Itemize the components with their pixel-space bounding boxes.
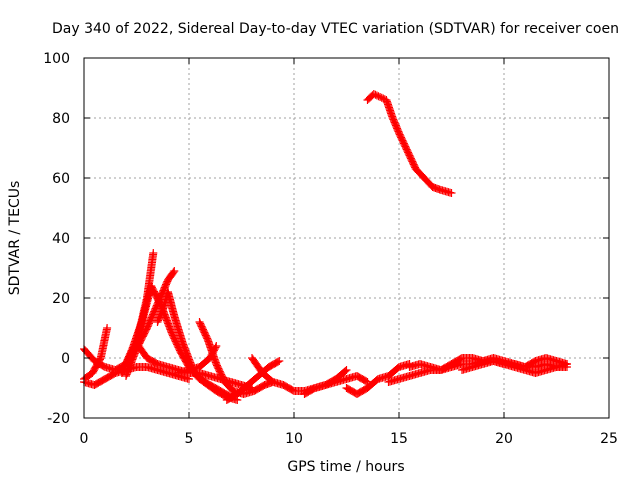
x-tick-label: 25 <box>600 431 618 447</box>
data-point-marks <box>168 330 184 355</box>
series-arc-h <box>174 342 221 377</box>
x-tick-label: 15 <box>390 431 408 447</box>
data-point-marks <box>195 318 212 343</box>
y-tick-label: 60 <box>52 171 70 187</box>
data-point <box>563 360 571 368</box>
data-point-marks <box>164 268 178 284</box>
data-point-marks <box>411 165 428 181</box>
y-tick-label: 80 <box>52 111 70 127</box>
data-point <box>170 267 179 275</box>
data-point-marks <box>164 288 178 319</box>
x-tick-label: 5 <box>185 431 194 447</box>
chart-title: Day 340 of 2022, Sidereal Day-to-day VTE… <box>52 21 619 37</box>
series-arc-j <box>222 357 284 404</box>
data-point-marks <box>90 375 108 389</box>
x-tick-label: 20 <box>495 431 513 447</box>
data-point-marks <box>248 354 266 376</box>
data-point <box>447 189 456 197</box>
data-point-marks <box>101 369 119 383</box>
y-tick-label: -20 <box>47 411 70 427</box>
x-tick-label: 10 <box>285 431 303 447</box>
series-arc-p <box>458 357 571 377</box>
data-point <box>103 324 112 332</box>
series-arc-i <box>80 363 193 389</box>
data-point-marks <box>153 304 168 326</box>
data-point-marks <box>90 357 108 371</box>
data-point-marks <box>96 325 111 362</box>
data-point-marks <box>264 357 282 371</box>
data-point-marks <box>243 373 262 389</box>
data-point-marks <box>153 277 172 308</box>
data-point-marks <box>369 90 383 101</box>
data-point-marks <box>437 360 455 374</box>
data-point-marks <box>382 96 397 121</box>
data-point-marks <box>395 129 411 154</box>
data-point-marks <box>353 384 371 398</box>
data-point-marks <box>258 369 276 385</box>
series-arc-l <box>300 372 372 398</box>
data-point-marks <box>363 376 381 392</box>
y-tick-label: 0 <box>61 351 70 367</box>
data-point <box>212 342 221 350</box>
data-point-marks <box>222 390 240 404</box>
data-point-marks <box>143 354 161 368</box>
data-point-marks <box>143 301 161 332</box>
data-point-marks <box>206 343 220 362</box>
x-tick-label: 0 <box>80 431 89 447</box>
y-tick-label: 40 <box>52 231 70 247</box>
data-point-marks <box>212 387 230 401</box>
data-point <box>185 375 193 383</box>
data-point-marks <box>363 91 377 104</box>
y-axis-label: SDTVAR / TECUs <box>7 181 23 296</box>
data-point-marks <box>220 378 237 394</box>
data-marks <box>80 90 571 404</box>
data-point <box>275 357 284 365</box>
data-point-marks <box>388 114 403 136</box>
data-point-marks <box>420 174 436 190</box>
series-arc-m <box>342 360 414 398</box>
x-axis-label: GPS time / hours <box>287 459 404 475</box>
data-point <box>342 366 351 374</box>
series-arc-c <box>117 282 235 401</box>
data-point-marks <box>403 147 420 172</box>
data-point-marks <box>199 378 219 395</box>
data-point-marks <box>300 384 318 398</box>
data-point-marks <box>447 354 465 368</box>
data-point-marks <box>195 355 213 371</box>
data-point-marks <box>384 364 402 380</box>
data-point-marks <box>279 381 297 395</box>
data-point-marks <box>250 381 268 395</box>
data-point <box>149 249 158 257</box>
data-point-marks <box>376 93 389 104</box>
axis-ticks: 0 5 10 15 20 25 -20 0 20 40 60 80 100 <box>43 51 618 447</box>
y-tick-label: 100 <box>43 51 70 67</box>
y-tick-label: 20 <box>52 291 70 307</box>
data-point-marks <box>233 382 251 398</box>
series-arc-high <box>363 90 456 197</box>
data-point-marks <box>170 312 187 346</box>
data-point-marks <box>132 339 150 361</box>
data-point-marks <box>353 372 371 386</box>
data-point-marks <box>212 360 228 385</box>
